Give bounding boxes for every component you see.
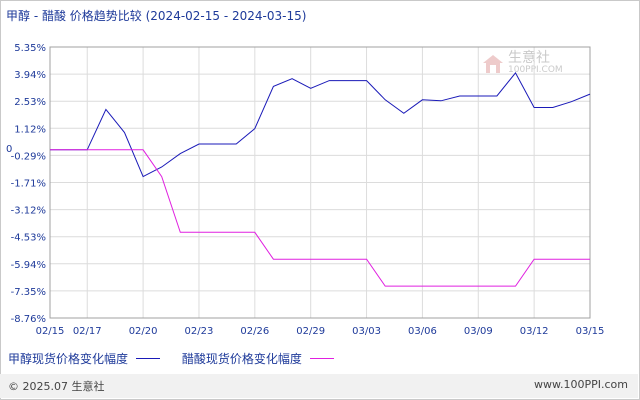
- chart-title-main: 甲醇 - 醋酸 价格趋势比较: [6, 9, 142, 23]
- y-tick-label: 2.53%: [14, 97, 46, 108]
- legend-item-acetic-acid: 醋酸现货价格变化幅度: [182, 350, 334, 367]
- x-tick-label: 03/15: [576, 326, 605, 337]
- x-tick-label: 03/12: [520, 326, 549, 337]
- house-logo-icon: [483, 54, 503, 73]
- line-chart: 5.35% 3.94% 2.53% 1.12% -0.29% -1.71% -3.12% -4…: [6, 43, 605, 337]
- legend-swatch-methanol: [136, 358, 161, 359]
- y-tick-labels: 5.35% 3.94% 2.53% 1.12% -0.29% -1.71% -3.12% -4…: [6, 43, 46, 325]
- watermark: 生意社 100PPI.COM: [482, 50, 563, 75]
- x-tick-label: 03/03: [352, 326, 381, 337]
- y-tick-label: -3.12%: [11, 206, 46, 217]
- x-tick-label: 02/17: [73, 326, 102, 337]
- methanol-series-line: [50, 71, 591, 178]
- footer: © 2025.07 生意社 www.100PPI.com: [0, 374, 638, 398]
- legend: 甲醇现货价格变化幅度 醋酸现货价格变化幅度: [8, 350, 352, 367]
- x-tick-label: 03/06: [408, 326, 437, 337]
- x-tick-label: 02/20: [129, 326, 158, 337]
- x-tick-labels: 02/15 02/17 02/20 02/23 02/26 02/29 03/03 03/06…: [36, 326, 605, 337]
- axes: [49, 46, 591, 319]
- acetic-acid-series-line: [50, 149, 590, 287]
- chart-title: 甲醇 - 醋酸 价格趋势比较 (2024-02-15 - 2024-03-15): [6, 7, 306, 24]
- watermark-text: 生意社: [508, 50, 550, 66]
- y-tick-label: 3.94%: [14, 70, 46, 81]
- y-tick-label: -5.94%: [11, 260, 46, 271]
- y-tick-label: -0.29%: [11, 151, 46, 162]
- zero-label: 0: [6, 144, 12, 155]
- x-tick-label: 02/26: [240, 326, 269, 337]
- legend-label-acetic-acid: 醋酸现货价格变化幅度: [181, 352, 302, 366]
- y-tick-label: -8.76%: [11, 314, 46, 325]
- y-tick-label: -4.53%: [11, 233, 46, 244]
- y-tick-label: 1.12%: [14, 124, 46, 135]
- legend-item-methanol: 甲醇现货价格变化幅度: [8, 350, 161, 367]
- grid: [49, 46, 591, 319]
- chart-title-range: (2024-02-15 - 2024-03-15): [145, 9, 307, 23]
- watermark-url: 100PPI.COM: [508, 65, 563, 75]
- x-tick-label: 02/29: [296, 326, 325, 337]
- x-tick-label: 03/09: [464, 326, 493, 337]
- series-lines: [50, 71, 591, 287]
- plot-border: [49, 46, 591, 319]
- footer-copyright: © 2025.07 生意社: [8, 380, 105, 393]
- footer-url[interactable]: www.100PPI.com: [534, 378, 628, 391]
- legend-swatch-acetic-acid: [309, 358, 334, 359]
- y-tick-label: -1.71%: [11, 179, 46, 190]
- y-tick-label: -7.35%: [11, 287, 46, 298]
- legend-label-methanol: 甲醇现货价格变化幅度: [8, 352, 129, 366]
- x-tick-label: 02/23: [185, 326, 214, 337]
- x-tick-label: 02/15: [36, 326, 65, 337]
- y-tick-label: 5.35%: [14, 43, 46, 54]
